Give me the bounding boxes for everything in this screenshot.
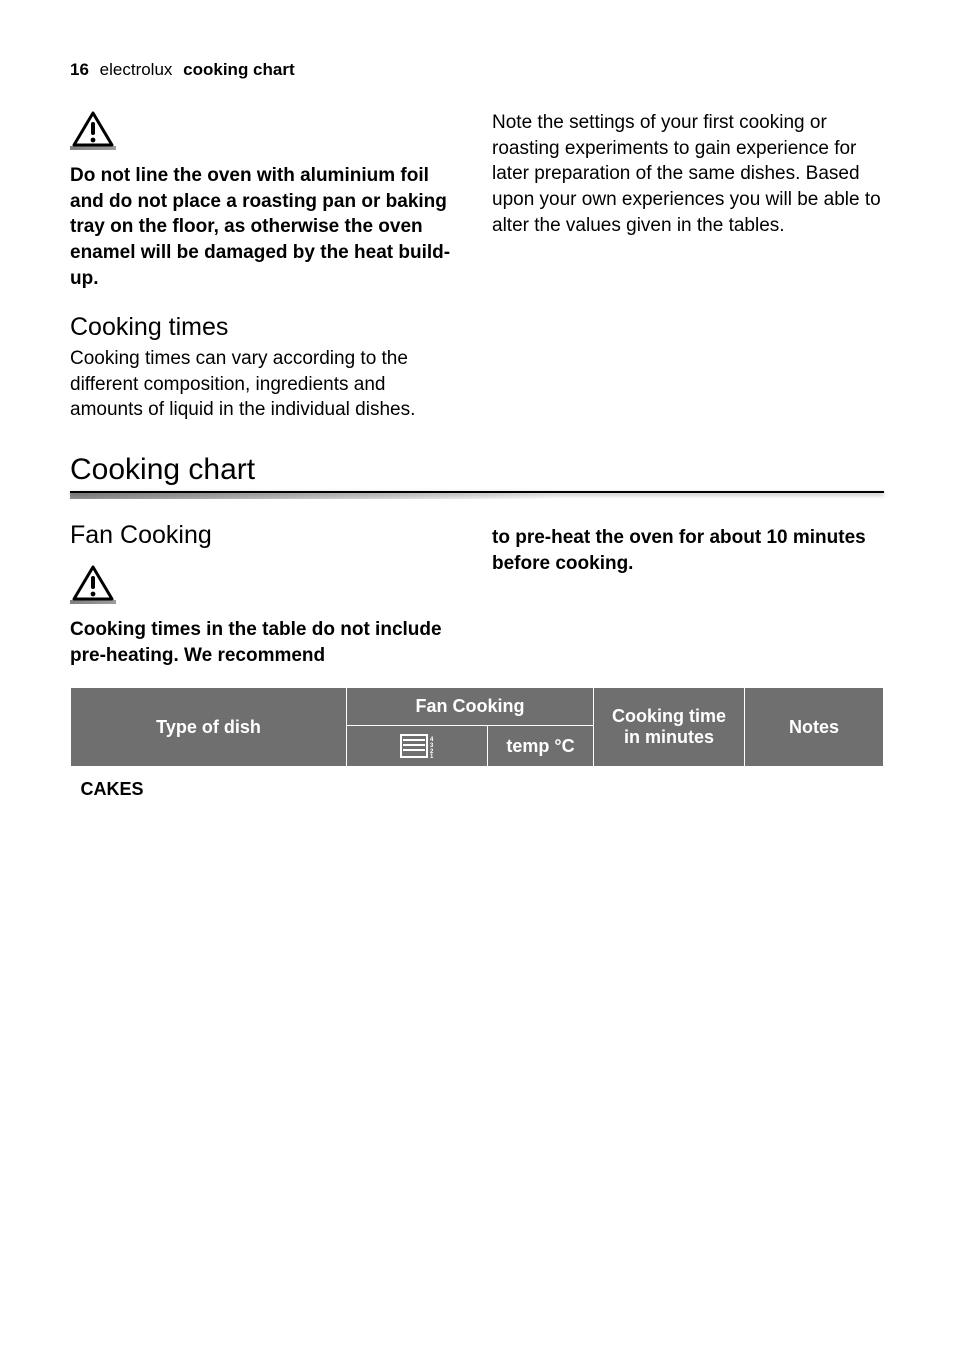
warning-text-1: Do not line the oven with aluminium foil…: [70, 163, 462, 291]
left-column: Do not line the oven with aluminium foil…: [70, 110, 462, 423]
table-row: CAKES: [71, 767, 884, 813]
brand-name: electrolux: [100, 60, 173, 79]
cell-time: [594, 767, 745, 813]
col-header-fan: Fan Cooking: [347, 688, 594, 726]
shelf-position-icon: 4 3 2 1: [357, 734, 477, 758]
cooking-chart-heading: Cooking chart: [70, 453, 884, 487]
warning-icon: [70, 110, 116, 150]
cell-temp: [488, 767, 594, 813]
note-text: Note the settings of your first cooking …: [492, 110, 884, 238]
fan-right-column: to pre-heat the oven for about 10 minute…: [492, 521, 884, 668]
cell-notes: [745, 767, 884, 813]
section-title: cooking chart: [183, 60, 294, 79]
cooking-chart-table: Type of dish Fan Cooking Cooking time in…: [70, 688, 884, 812]
fan-cooking-columns: Fan Cooking Cooking times in the table d…: [70, 521, 884, 668]
page-number: 16: [70, 60, 89, 79]
fan-warning-text: Cooking times in the table do not includ…: [70, 617, 462, 668]
warning-icon: [70, 564, 116, 604]
page-header: 16 electrolux cooking chart: [70, 60, 884, 80]
right-column: Note the settings of your first cooking …: [492, 110, 884, 423]
col-header-notes: Notes: [745, 688, 884, 767]
cooking-times-heading: Cooking times: [70, 313, 462, 342]
cell-shelf: [347, 767, 488, 813]
table-header: Type of dish Fan Cooking Cooking time in…: [71, 688, 884, 767]
table-body: CAKES: [71, 767, 884, 813]
col-header-temp: temp °C: [488, 726, 594, 767]
svg-text:1: 1: [430, 754, 434, 758]
intro-columns: Do not line the oven with aluminium foil…: [70, 110, 884, 423]
col-header-type: Type of dish: [71, 688, 347, 767]
fan-cooking-heading: Fan Cooking: [70, 521, 462, 550]
rule-shadow: [70, 493, 884, 499]
col-header-time: Cooking time in minutes: [594, 688, 745, 767]
cooking-times-body: Cooking times can vary according to the …: [70, 346, 462, 423]
col-header-shelf-icon: 4 3 2 1: [347, 726, 488, 767]
page: 16 electrolux cooking chart: [0, 0, 954, 882]
cell-type: CAKES: [71, 767, 347, 813]
fan-left-column: Fan Cooking Cooking times in the table d…: [70, 521, 462, 668]
preheat-text: to pre-heat the oven for about 10 minute…: [492, 525, 884, 576]
